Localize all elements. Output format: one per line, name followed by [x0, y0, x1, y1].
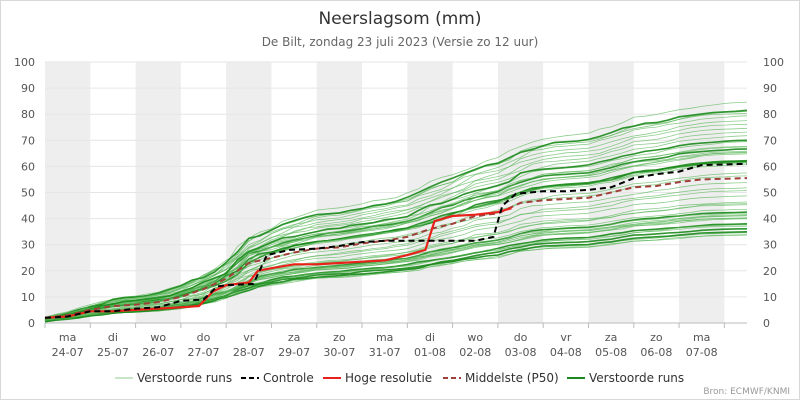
series-line-middelste-p50 [44, 177, 748, 319]
series-line-hoge-resolutie [44, 207, 512, 319]
y-tick-label-right: 50 [763, 187, 777, 200]
ensemble-run-line [44, 109, 748, 320]
x-tick-date: 05-08 [595, 346, 627, 359]
x-tick-date: 27-07 [188, 346, 220, 359]
x-tick-date: 30-07 [323, 346, 355, 359]
y-tick-label-right: 70 [763, 134, 777, 147]
ensemble-run-line [44, 146, 748, 318]
x-tick-date: 24-07 [52, 346, 84, 359]
x-tick-day: do [197, 331, 211, 344]
y-tick-label-left: 70 [21, 134, 35, 147]
x-tick-date: 28-07 [233, 346, 265, 359]
y-tick-label-left: 100 [14, 56, 35, 69]
y-tick-label-right: 20 [763, 265, 777, 278]
y-tick-label-right: 30 [763, 239, 777, 252]
y-tick-label-right: 90 [763, 82, 777, 95]
y-tick-label-right: 100 [763, 56, 784, 69]
y-tick-label-left: 20 [21, 265, 35, 278]
x-tick-date: 02-08 [459, 346, 491, 359]
ensemble-run-line [44, 190, 748, 322]
series-line-controle [44, 162, 748, 319]
x-tick-day: ma [693, 331, 710, 344]
ensemble-run-line [44, 187, 748, 322]
x-tick-date: 07-08 [686, 346, 718, 359]
y-axis-left-labels: 0 10 20 30 40 50 60 70 80 90 100 [14, 56, 35, 330]
ensemble-run-line [44, 139, 748, 319]
x-tick-date: 29-07 [278, 346, 310, 359]
ensemble-run-line [44, 195, 748, 322]
x-tick-day: vr [243, 331, 255, 344]
ensemble-run-line [44, 123, 748, 319]
x-axis-labels: ma 24-07 di 25-07 wo 26-07 do 27-07 vr 28-07 za 29-… [52, 331, 718, 359]
y-tick-label-left: 50 [21, 187, 35, 200]
x-tick-date: 01-08 [414, 346, 446, 359]
ensemble-run-line [44, 204, 748, 320]
x-tick-day: do [514, 331, 528, 344]
axes [44, 322, 747, 328]
x-tick-date: 06-08 [640, 346, 672, 359]
legend-label-ensemble[interactable]: Verstoorde runs [137, 371, 232, 385]
chart-subtitle: De Bilt, zondag 23 juli 2023 (Versie zo … [262, 35, 539, 49]
x-tick-day: vr [560, 331, 572, 344]
legend-label-ensemble-mean[interactable]: Verstoorde runs [589, 371, 684, 385]
y-tick-label-right: 10 [763, 291, 777, 304]
y-tick-label-left: 40 [21, 213, 35, 226]
x-tick-date: 31-07 [369, 346, 401, 359]
y-tick-label-right: 0 [763, 317, 770, 330]
x-tick-day: di [425, 331, 435, 344]
y-axis-right-labels: 0 10 20 30 40 50 60 70 80 90 100 [763, 56, 784, 330]
y-tick-label-right: 60 [763, 160, 777, 173]
x-tick-date: 04-08 [550, 346, 582, 359]
x-tick-day: zo [650, 331, 663, 344]
ensemble-run-line [44, 234, 748, 322]
y-tick-label-left: 0 [28, 317, 35, 330]
y-tick-label-left: 30 [21, 239, 35, 252]
ensemble-run-line [44, 120, 748, 319]
x-tick-day: ma [59, 331, 76, 344]
y-tick-label-left: 10 [21, 291, 35, 304]
y-tick-label-right: 80 [763, 108, 777, 121]
x-tick-day: za [605, 331, 618, 344]
main-series-lines [44, 162, 748, 319]
x-tick-date: 25-07 [97, 346, 129, 359]
x-tick-day: zo [333, 331, 346, 344]
chart-title: Neerslagsom (mm) [318, 9, 481, 29]
legend-label-high-res[interactable]: Hoge resolutie [345, 371, 432, 385]
credit-text: Bron: ECMWF/KNMI [703, 387, 790, 397]
x-tick-day: di [108, 331, 118, 344]
ensemble-lines [44, 101, 748, 323]
y-tick-label-left: 60 [21, 160, 35, 173]
ensemble-run-line [44, 135, 748, 321]
x-tick-date: 26-07 [142, 346, 174, 359]
x-tick-day: wo [467, 331, 483, 344]
y-tick-label-right: 40 [763, 213, 777, 226]
legend-label-control[interactable]: Controle [263, 371, 314, 385]
legend-label-median[interactable]: Middelste (P50) [465, 371, 559, 385]
y-tick-label-left: 80 [21, 108, 35, 121]
legend: Verstoorde runs Controle Hoge resolutie … [115, 371, 684, 385]
ensemble-run-line [44, 101, 748, 318]
x-tick-day: ma [376, 331, 393, 344]
y-tick-label-left: 90 [21, 82, 35, 95]
x-tick-date: 03-08 [505, 346, 537, 359]
ensemble-run-line [44, 162, 748, 320]
x-tick-day: wo [150, 331, 166, 344]
x-tick-day: za [288, 331, 301, 344]
